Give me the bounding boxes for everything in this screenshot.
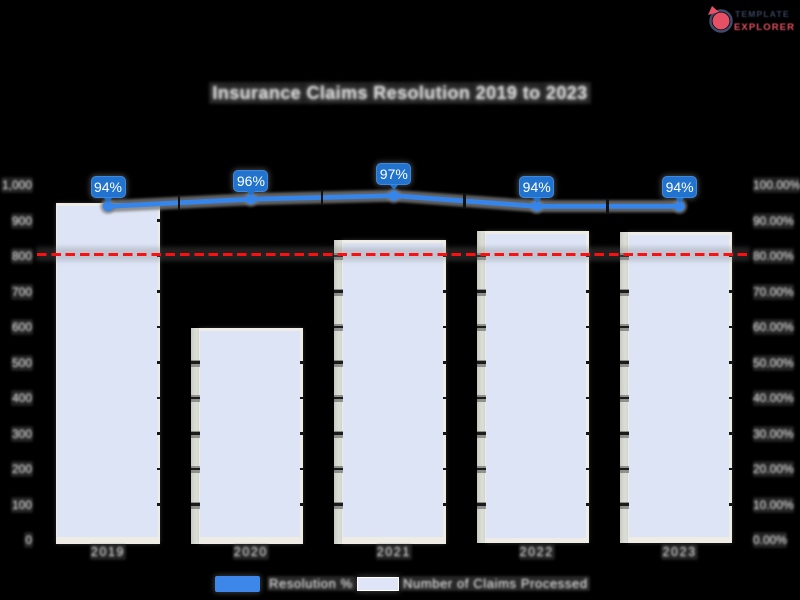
svg-text:TEMPLATE: TEMPLATE [735,9,790,19]
svg-text:EXPLORER: EXPLORER [734,22,795,33]
